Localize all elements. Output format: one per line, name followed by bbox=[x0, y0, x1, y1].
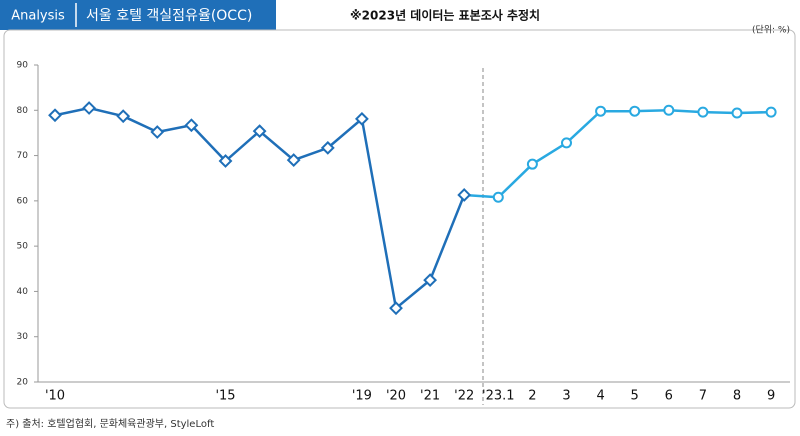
header-title: 서울 호텔 객실점유율(OCC) bbox=[86, 8, 252, 24]
y-tick-label: 40 bbox=[17, 287, 29, 297]
x-tick-label: '10 bbox=[45, 389, 65, 404]
marker bbox=[457, 188, 472, 202]
marker bbox=[526, 158, 538, 170]
header-label: Analysis bbox=[11, 9, 65, 24]
marker bbox=[286, 153, 301, 168]
x-tick-label: 4 bbox=[596, 389, 604, 404]
marker bbox=[663, 104, 675, 116]
x-tick-label: 8 bbox=[733, 389, 741, 404]
marker bbox=[629, 105, 641, 117]
marker bbox=[116, 109, 131, 124]
marker bbox=[561, 137, 572, 149]
marker bbox=[218, 154, 233, 168]
x-tick-label: '23.1 bbox=[482, 389, 515, 404]
marker bbox=[765, 106, 777, 118]
chart-frame bbox=[3, 29, 796, 409]
x-tick-label: '15 bbox=[215, 389, 235, 404]
y-tick-label: 60 bbox=[17, 196, 29, 206]
footer-source: 주) 출처: 호텔업협회, 문화체육관광부, StyleLoft bbox=[6, 417, 214, 430]
unit-label: (단위: %) bbox=[752, 25, 790, 36]
y-tick-label: 70 bbox=[17, 151, 29, 161]
x-tick-label: 6 bbox=[665, 389, 673, 404]
x-tick-label: '20 bbox=[386, 389, 406, 404]
x-tick-label: 7 bbox=[699, 389, 707, 404]
y-tick-label: 20 bbox=[17, 378, 29, 388]
header-note: ※2023년 데이터는 표본조사 추정치 bbox=[350, 8, 540, 23]
marker bbox=[354, 111, 369, 126]
marker bbox=[492, 191, 504, 203]
marker bbox=[82, 101, 97, 115]
marker bbox=[389, 301, 403, 316]
header-bar bbox=[0, 0, 276, 30]
y-tick-label: 30 bbox=[17, 332, 29, 342]
x-tick-label: 9 bbox=[767, 389, 775, 404]
marker bbox=[184, 118, 199, 133]
y-tick-label: 50 bbox=[17, 242, 29, 252]
marker bbox=[423, 273, 438, 288]
y-tick-label: 80 bbox=[17, 106, 29, 116]
x-tick-label: 3 bbox=[562, 389, 570, 404]
marker bbox=[48, 108, 62, 123]
x-tick-label: '22 bbox=[454, 389, 474, 404]
x-tick-label: 2 bbox=[528, 389, 536, 404]
x-tick-label: '19 bbox=[352, 389, 372, 404]
marker bbox=[150, 125, 165, 139]
marker bbox=[252, 124, 267, 139]
series-line bbox=[54, 106, 466, 311]
x-tick-label: '21 bbox=[420, 389, 440, 404]
x-tick-label: 5 bbox=[631, 389, 639, 404]
series-line bbox=[497, 109, 772, 199]
marker bbox=[320, 140, 335, 155]
marker bbox=[731, 107, 743, 119]
y-tick-label: 90 bbox=[17, 61, 29, 71]
marker bbox=[697, 106, 709, 118]
marker bbox=[595, 105, 607, 117]
